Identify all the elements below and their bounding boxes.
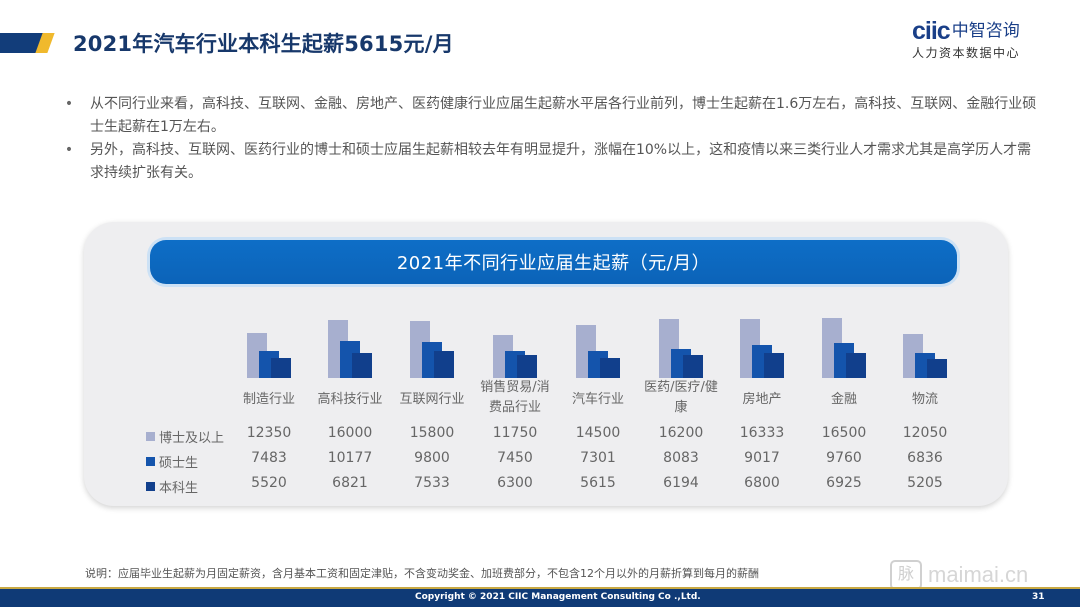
bullet-text: 从不同行业来看，高科技、互联网、金融、房地产、医药健康行业应届生起薪水平居各行业… [90,96,1037,135]
legend-label: 硕士生 [159,456,199,471]
bullet-text: 另外，高科技、互联网、医药行业的博士和硕士应届生起薪相较去年有明显提升，涨幅在1… [90,142,1032,181]
summary-bullets: • 从不同行业来看，高科技、互联网、金融、房地产、医药健康行业应届生起薪水平居各… [64,93,1044,185]
legend-phd: 博士及以上 [146,427,224,446]
value-cell: 6821 [332,475,368,491]
category-label: 物流 [911,392,938,407]
value-cell: 16200 [658,425,704,441]
bar-group [328,300,372,378]
value-cell: 7450 [497,450,533,466]
logo-name: 中智咨询 [951,21,1020,41]
bullet-dot-icon: • [64,142,74,158]
bar-bachelor [927,359,947,378]
category-label: 医药/医疗/健康 [644,380,718,415]
value-cell: 16500 [821,425,867,441]
value-cell: 7483 [251,450,287,466]
legend-bachelor: 本科生 [146,477,198,496]
value-cell: 16000 [327,425,373,441]
footer-copyright: Copyright © 2021 CIIC Management Consult… [415,592,701,602]
value-cell: 12050 [902,425,948,441]
value-cell: 6194 [663,475,699,491]
bar-group [903,300,947,378]
company-logo: ciic 中智咨询 人力资本数据中心 [912,17,1042,61]
page-title: 2021年汽车行业本科生起薪5615元/月 [73,32,454,56]
legend-swatch-icon [146,482,155,491]
value-cell: 10177 [327,450,373,466]
bullet-item: • 另外，高科技、互联网、医药行业的博士和硕士应届生起薪相较去年有明显提升，涨幅… [64,139,1044,185]
logo-mark: ciic [912,17,951,45]
value-cell: 6836 [907,450,943,466]
watermark-logo-icon: 脉 [890,560,922,590]
bar-bachelor [517,355,537,378]
bar-chart-plot [0,300,1080,378]
bar-bachelor [683,355,703,378]
value-cell: 12350 [246,425,292,441]
category-label: 制造行业 [242,392,295,407]
value-cell: 5205 [907,475,943,491]
title-decoration-bar [0,33,40,53]
footer-bar: Copyright © 2021 CIIC Management Consult… [0,587,1080,607]
chart-title-banner: 2021年不同行业应届生起薪（元/月） [150,240,957,284]
value-cell: 6925 [826,475,862,491]
value-cell: 6300 [497,475,533,491]
value-cell: 5520 [251,475,287,491]
category-label: 销售贸易/消 费品行业 [480,380,550,415]
page-number: 31 [1032,592,1045,602]
bar-group [493,300,537,378]
value-cell: 11750 [492,425,538,441]
category-label: 金融 [830,392,857,407]
bar-bachelor [352,353,372,378]
bar-group [822,300,866,378]
legend-label: 博士及以上 [159,431,225,446]
legend-swatch-icon [146,432,155,441]
value-cell: 6800 [744,475,780,491]
watermark-text: maimai.cn [928,562,1029,587]
category-label: 高科技行业 [317,392,383,407]
legend-swatch-icon [146,457,155,466]
bar-group [247,300,291,378]
value-cell: 16333 [739,425,785,441]
value-cell: 7301 [580,450,616,466]
value-cell: 9017 [744,450,780,466]
value-cell: 14500 [575,425,621,441]
chart-title: 2021年不同行业应届生起薪（元/月） [396,253,711,274]
footnote: 说明：应届毕业生起薪为月固定薪资，含月基本工资和固定津贴，不含变动奖金、加班费部… [85,567,759,580]
bullet-dot-icon: • [64,96,74,112]
bar-bachelor [434,351,454,378]
category-label: 汽车行业 [571,392,624,407]
bar-bachelor [764,353,784,378]
bar-group [576,300,620,378]
bar-group [740,300,784,378]
legend-master: 硕士生 [146,452,198,471]
bar-group [659,300,703,378]
category-label: 互联网行业 [399,392,465,407]
category-label: 房地产 [742,392,782,407]
bullet-item: • 从不同行业来看，高科技、互联网、金融、房地产、医药健康行业应届生起薪水平居各… [64,93,1044,139]
value-cell: 5615 [580,475,616,491]
value-cell: 7533 [414,475,450,491]
value-cell: 9760 [826,450,862,466]
legend-label: 本科生 [159,481,199,496]
value-cell: 8083 [663,450,699,466]
bar-bachelor [846,353,866,378]
bar-bachelor [271,358,291,378]
value-cell: 15800 [409,425,455,441]
logo-subtitle: 人力资本数据中心 [912,46,1021,60]
watermark: 脉 maimai.cn [890,560,1028,590]
value-cell: 9800 [414,450,450,466]
bar-bachelor [600,358,620,378]
bar-group [410,300,454,378]
